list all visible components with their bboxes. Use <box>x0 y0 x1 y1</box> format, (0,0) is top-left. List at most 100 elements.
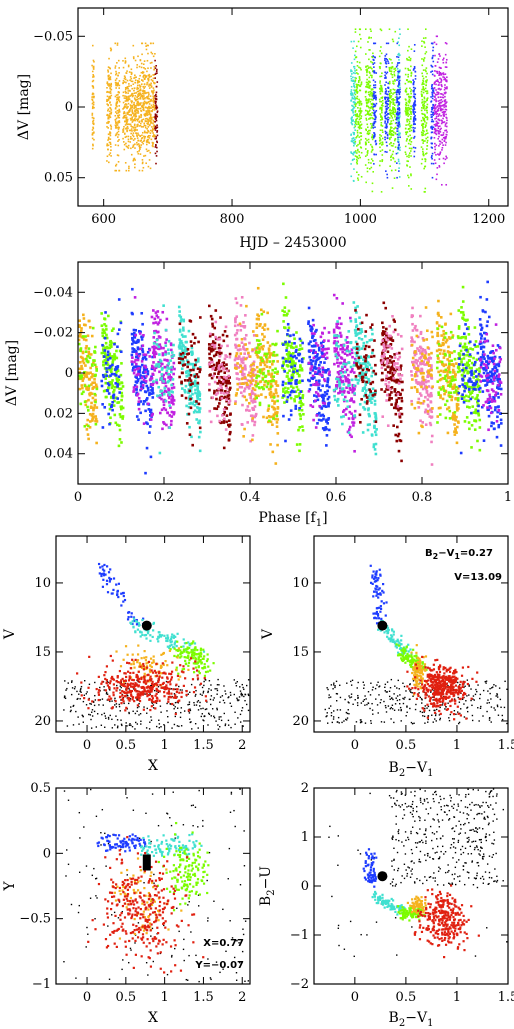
data-point <box>352 111 354 114</box>
data-point <box>397 126 400 128</box>
data-point <box>254 394 258 398</box>
data-point <box>247 351 250 355</box>
data-point <box>120 441 123 444</box>
data-point <box>270 374 273 377</box>
data-point <box>214 337 218 341</box>
data-point <box>244 368 247 371</box>
data-point <box>144 370 147 374</box>
data-point <box>372 55 375 57</box>
data-point <box>387 60 389 63</box>
x-tick-label: 800 <box>220 212 245 227</box>
data-point <box>140 360 144 363</box>
data-point <box>406 112 409 114</box>
data-point <box>82 338 86 341</box>
data-point <box>326 397 330 401</box>
data-point <box>281 383 285 387</box>
data-point <box>136 109 139 112</box>
data-point <box>152 87 155 89</box>
data-point <box>142 104 144 107</box>
data-point <box>385 96 388 99</box>
data-point <box>368 99 370 102</box>
data-point <box>250 369 254 372</box>
data-point <box>214 335 217 339</box>
data-point <box>134 98 136 101</box>
data-point <box>386 102 389 105</box>
data-point <box>165 317 169 321</box>
data-point <box>255 396 258 400</box>
data-point <box>133 123 136 126</box>
data-point <box>102 375 106 379</box>
data-point <box>299 399 303 403</box>
data-point <box>211 360 214 364</box>
data-point <box>148 410 152 413</box>
data-point <box>444 125 447 127</box>
data-point <box>381 99 384 102</box>
data-point <box>312 339 316 343</box>
data-point <box>150 78 153 81</box>
data-point <box>423 100 425 103</box>
data-point <box>435 99 437 102</box>
data-point <box>396 90 399 92</box>
data-point <box>396 55 398 58</box>
data-point <box>218 349 221 352</box>
data-point <box>155 72 158 75</box>
data-point <box>93 350 96 353</box>
data-point <box>354 91 356 93</box>
data-point <box>412 118 415 121</box>
data-point <box>220 364 224 368</box>
data-point <box>354 140 357 143</box>
data-point <box>186 365 189 369</box>
data-point <box>191 332 195 336</box>
data-point <box>236 382 240 386</box>
data-point <box>225 355 229 358</box>
data-point <box>366 110 369 112</box>
data-point <box>422 154 425 157</box>
data-point <box>122 60 124 62</box>
data-point <box>307 342 311 346</box>
data-point <box>410 108 413 110</box>
data-point <box>223 395 227 399</box>
data-point <box>353 67 356 70</box>
data-point <box>367 111 369 114</box>
data-point <box>274 367 277 371</box>
data-point <box>143 130 146 133</box>
data-point <box>114 120 117 123</box>
data-point <box>355 56 358 58</box>
data-point <box>439 151 442 153</box>
data-point <box>117 82 119 84</box>
data-point <box>107 116 110 118</box>
data-point <box>137 403 140 406</box>
data-point <box>436 122 439 125</box>
data-point <box>366 70 368 73</box>
data-point <box>437 88 440 90</box>
data-point <box>430 136 433 139</box>
data-point <box>373 62 376 64</box>
data-point <box>289 390 293 394</box>
data-point <box>170 410 174 414</box>
data-point <box>198 368 202 371</box>
data-point <box>386 120 389 123</box>
data-point <box>285 398 289 402</box>
data-point <box>148 109 151 112</box>
data-point <box>255 353 259 357</box>
data-point <box>221 413 224 417</box>
data-point <box>137 354 141 358</box>
data-point <box>91 99 94 101</box>
data-point <box>149 115 152 118</box>
data-point <box>140 102 142 104</box>
data-point <box>212 341 215 345</box>
data-point <box>139 400 143 403</box>
data-point <box>356 97 359 100</box>
data-point <box>208 365 212 369</box>
data-point <box>110 345 113 348</box>
data-point <box>93 138 95 141</box>
data-point <box>92 144 94 147</box>
data-point <box>155 143 157 146</box>
data-point <box>149 84 152 86</box>
data-point <box>357 157 360 160</box>
data-point <box>371 145 373 148</box>
data-point <box>294 362 297 365</box>
data-point <box>388 133 391 135</box>
data-point <box>162 380 165 383</box>
data-point <box>251 370 255 374</box>
